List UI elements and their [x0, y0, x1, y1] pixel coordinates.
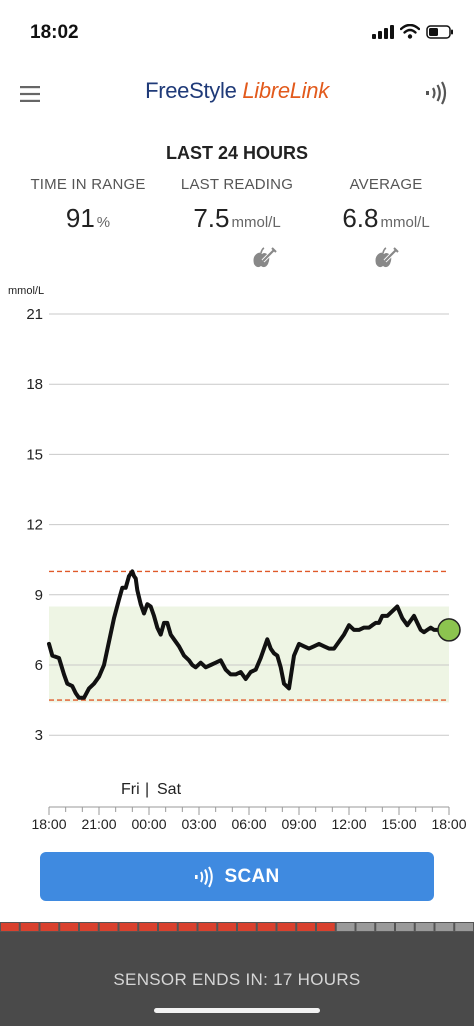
sensor-segment-10: [198, 923, 217, 931]
sensor-segment-11: [218, 923, 236, 931]
home-indicator: [154, 1008, 320, 1013]
y-tick-label-15: 15: [26, 446, 43, 463]
chart-grid: [49, 313, 449, 736]
x-tick-label-0: 18:00: [31, 816, 66, 832]
app-header: FreeStyle LibreLink: [0, 66, 474, 116]
x-tick-label-6: 12:00: [331, 816, 366, 832]
y-tick-label-21: 21: [26, 306, 43, 323]
x-axis: 18:00 21:00 00:00 03:00 06:00 09:00 12:00 15:00…: [31, 806, 467, 832]
sensor-segment-12: [238, 923, 256, 931]
sensor-segment-22: [435, 923, 454, 931]
signal-icon: [372, 24, 394, 39]
menu-icon[interactable]: [20, 86, 40, 102]
y-axis-unit-label: mmol/L: [8, 285, 44, 297]
sensor-segment-7: [139, 923, 157, 931]
sensor-segment-15: [297, 923, 315, 931]
x-tick-label-2: 00:00: [131, 816, 166, 832]
day-label-fri: Fri: [121, 781, 140, 798]
time-in-range-value-row: 91%: [9, 203, 167, 234]
sensor-progress-strip: [0, 922, 474, 932]
sensor-segment-14: [277, 923, 296, 931]
sensor-segment-19: [376, 923, 394, 931]
sensor-segment-6: [119, 923, 138, 931]
wifi-icon: [400, 24, 420, 39]
time-in-range-unit: %: [96, 214, 111, 231]
sensor-segment-18: [356, 923, 375, 931]
average-value: 6.8: [342, 203, 379, 233]
time-in-range-label: TIME IN RANGE: [30, 176, 146, 193]
sensor-segment-3: [60, 923, 78, 931]
section-title: LAST 24 HOURS: [165, 143, 309, 163]
status-time: 18:02: [30, 22, 79, 43]
y-tick-label-18: 18: [26, 376, 43, 393]
sensor-segment-13: [257, 923, 276, 931]
status-icons: [372, 24, 454, 39]
sensor-strip-bg: [0, 922, 474, 932]
average-value-row: 6.8 mmol/L: [307, 203, 465, 234]
current-reading-dot: [437, 618, 461, 642]
x-tick-label-7: 15:00: [381, 816, 416, 832]
sensor-segment-0: [1, 923, 19, 931]
battery-icon: [426, 24, 453, 39]
x-tick-label-3: 03:00: [181, 816, 216, 832]
food-insulin-icon-average: [375, 247, 399, 268]
x-tick-label-1: 21:00: [81, 816, 116, 832]
y-tick-label-9: 9: [35, 587, 43, 604]
brand-librelink: LibreLink: [242, 78, 329, 103]
y-tick-label-12: 12: [26, 517, 43, 534]
target-range-band: [49, 606, 449, 703]
average-unit: mmol/L: [380, 214, 430, 231]
brand-freestyle: FreeStyle: [145, 78, 243, 103]
y-axis-ticks: 21 18 15 12 9 6 3: [26, 306, 43, 744]
sensor-segment-8: [159, 923, 177, 931]
scan-nfc-icon: [195, 866, 214, 887]
glucose-chart: mmol/L 21 18 15 12 9 6 3 18:00 21:00 00:00 03:00 0…: [8, 285, 467, 832]
sensor-segment-2: [40, 923, 59, 931]
last-reading-unit: mmol/L: [231, 214, 281, 231]
sensor-segment-17: [336, 923, 355, 931]
sensor-ends-text: SENSOR ENDS IN: 17 HOURS: [113, 970, 361, 989]
chart-plot: [47, 569, 461, 700]
sensor-segment-4: [80, 923, 98, 931]
brand-logo: FreeStyle LibreLink: [0, 78, 474, 104]
day-label-sat: Sat: [157, 781, 182, 798]
sensor-segment-20: [396, 923, 414, 931]
time-in-range-value: 91: [65, 203, 95, 233]
last-reading-value-row: 7.5 mmol/L: [158, 203, 316, 234]
sensor-segment-5: [99, 923, 118, 931]
sensor-status-bar: SENSOR ENDS IN: 17 HOURS: [0, 932, 474, 1026]
average-label: AVERAGE: [349, 176, 423, 193]
time-in-range-stat: TIME IN RANGE 91%: [9, 176, 167, 234]
sensor-segment-1: [20, 923, 39, 931]
y-tick-label-3: 3: [35, 727, 43, 744]
x-tick-label-8: 18:00: [431, 816, 466, 832]
day-separator: |: [145, 781, 149, 798]
sensor-segment-9: [178, 923, 197, 931]
sensor-segment-23: [455, 923, 473, 931]
sensor-segment-16: [317, 923, 335, 931]
last-reading-value: 7.5: [193, 203, 230, 233]
sensor-segment-21: [415, 923, 434, 931]
x-tick-label-4: 06:00: [231, 816, 266, 832]
scan-button[interactable]: SCAN: [40, 852, 434, 901]
x-tick-label-5: 09:00: [281, 816, 316, 832]
glucose-line: [47, 569, 451, 700]
scan-label: SCAN: [224, 865, 280, 887]
food-insulin-icon: [253, 247, 277, 268]
y-tick-label-6: 6: [35, 657, 43, 674]
nfc-scan-icon[interactable]: [424, 80, 450, 106]
last-reading-label: LAST READING: [180, 176, 294, 193]
average-stat: AVERAGE 6.8 mmol/L: [307, 176, 465, 234]
status-bar: 18:02: [0, 0, 474, 66]
last-reading-stat: LAST READING 7.5 mmol/L: [158, 176, 316, 234]
